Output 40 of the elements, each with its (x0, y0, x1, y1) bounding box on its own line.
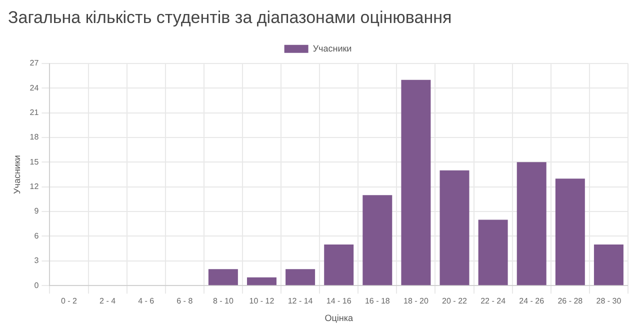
y-tick-label: 12 (30, 182, 40, 192)
y-tick-label: 6 (34, 231, 40, 240)
bar (362, 195, 392, 286)
bar (246, 277, 276, 286)
x-tick-label: 20 - 22 (442, 296, 468, 306)
x-tick-label: 22 - 24 (480, 296, 506, 306)
x-tick-label: 0 - 2 (60, 296, 78, 306)
bar (324, 244, 354, 286)
x-tick-label: 18 - 20 (404, 296, 429, 306)
x-axis-title: Оцінка (324, 313, 353, 324)
y-tick-label: 0 (34, 280, 40, 290)
bar (440, 170, 470, 286)
x-tick-label: 12 - 14 (288, 296, 314, 306)
x-tick-label: 26 - 28 (558, 296, 584, 306)
legend-label: Учасники (312, 43, 352, 54)
y-tick-label: 3 (34, 256, 40, 266)
x-tick-label: 16 - 18 (364, 296, 390, 306)
bar (401, 80, 431, 286)
y-tick-label: 18 (30, 132, 40, 142)
bar (478, 220, 508, 286)
bar (286, 269, 316, 286)
x-tick-label: 4 - 6 (138, 296, 155, 306)
y-tick-label: 24 (30, 83, 40, 92)
bar (516, 162, 546, 286)
bar (208, 269, 238, 286)
x-tick-label: 14 - 16 (326, 296, 352, 306)
x-tick-label: 10 - 12 (249, 296, 275, 306)
y-tick-label: 27 (30, 58, 40, 68)
y-tick-label: 9 (34, 206, 40, 216)
x-tick-label: 2 - 4 (100, 296, 116, 306)
chart-title: Загальна кількість студентів за діапазонами оцінювання (8, 8, 452, 27)
x-tick-label: 24 - 26 (519, 296, 545, 306)
bar (594, 244, 624, 286)
x-tick-label: 28 - 30 (596, 296, 622, 306)
x-tick-label: 8 - 10 (212, 296, 234, 306)
bar (555, 178, 585, 286)
y-axis-title: Учасники (12, 155, 22, 194)
x-tick-label: 6 - 8 (176, 296, 194, 306)
y-tick-label: 15 (30, 157, 40, 166)
y-tick-label: 21 (30, 108, 40, 117)
